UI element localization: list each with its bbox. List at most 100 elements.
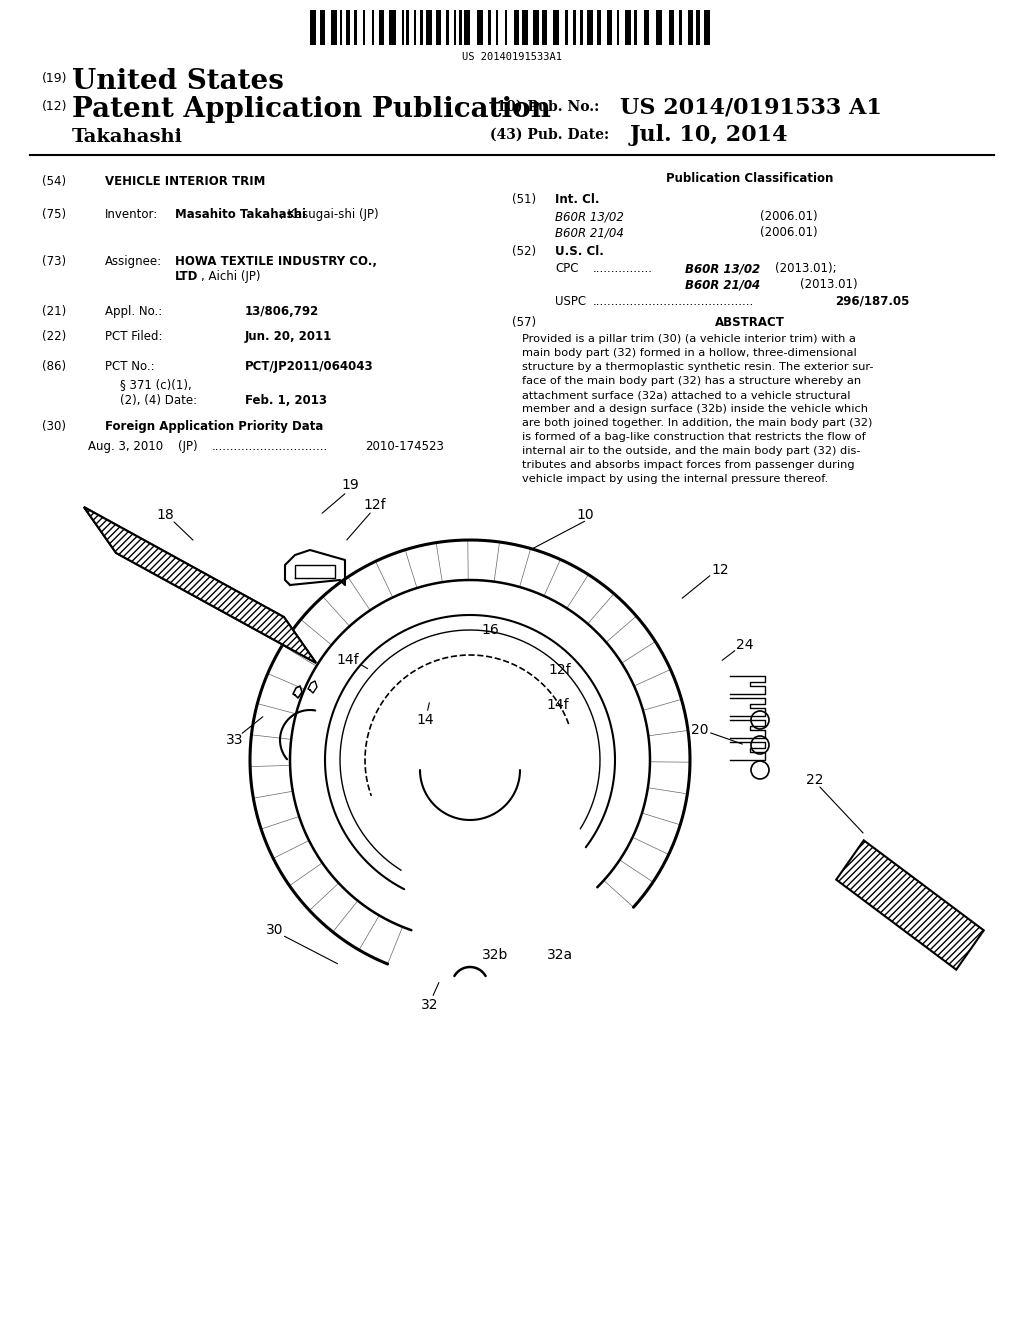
Bar <box>340 11 342 45</box>
Bar <box>310 11 316 45</box>
Text: ...............................: ............................... <box>212 440 329 453</box>
Text: Takahashi: Takahashi <box>72 128 183 147</box>
Text: ................: ................ <box>593 261 653 275</box>
Text: vehicle impact by using the internal pressure thereof.: vehicle impact by using the internal pre… <box>522 474 828 484</box>
Text: Publication Classification: Publication Classification <box>667 172 834 185</box>
Text: 33: 33 <box>226 733 244 747</box>
Bar <box>464 11 470 45</box>
Polygon shape <box>837 841 984 970</box>
Text: (52): (52) <box>512 246 537 257</box>
Text: CPC: CPC <box>555 261 579 275</box>
Text: PCT No.:: PCT No.: <box>105 360 155 374</box>
Text: 14: 14 <box>416 713 434 727</box>
Text: 32b: 32b <box>482 948 508 962</box>
Text: (30): (30) <box>42 420 66 433</box>
Text: 14f: 14f <box>337 653 359 667</box>
Text: 12: 12 <box>712 564 729 577</box>
Text: , Kasugai-shi (JP): , Kasugai-shi (JP) <box>280 209 379 220</box>
Text: Jul. 10, 2014: Jul. 10, 2014 <box>630 124 788 147</box>
Bar <box>597 11 601 45</box>
Text: 296/187.05: 296/187.05 <box>835 294 909 308</box>
Bar <box>421 11 423 45</box>
Text: (JP): (JP) <box>178 440 198 453</box>
Bar <box>407 11 409 45</box>
Bar <box>435 11 441 45</box>
Text: (2006.01): (2006.01) <box>760 226 817 239</box>
Bar <box>379 11 384 45</box>
Text: United States: United States <box>72 69 284 95</box>
Text: Assignee:: Assignee: <box>105 255 162 268</box>
Bar <box>389 11 395 45</box>
Polygon shape <box>84 507 316 663</box>
Text: 19: 19 <box>341 478 358 492</box>
Bar <box>319 11 326 45</box>
Text: face of the main body part (32) has a structure whereby an: face of the main body part (32) has a st… <box>522 376 861 385</box>
Bar <box>505 11 507 45</box>
Text: attachment surface (32a) attached to a vehicle structural: attachment surface (32a) attached to a v… <box>522 389 851 400</box>
Text: Masahito Takahashi: Masahito Takahashi <box>175 209 306 220</box>
Text: (21): (21) <box>42 305 67 318</box>
Text: 18: 18 <box>156 508 174 521</box>
Text: (2013.01): (2013.01) <box>800 279 858 290</box>
Bar <box>364 11 366 45</box>
Text: U.S. Cl.: U.S. Cl. <box>555 246 604 257</box>
Text: ABSTRACT: ABSTRACT <box>715 315 785 329</box>
Bar <box>588 11 593 45</box>
Bar <box>426 11 432 45</box>
Bar <box>497 11 499 45</box>
Polygon shape <box>84 507 316 663</box>
Text: (43) Pub. Date:: (43) Pub. Date: <box>490 128 609 143</box>
Bar <box>487 11 490 45</box>
Text: US 20140191533A1: US 20140191533A1 <box>462 51 562 62</box>
Text: Inventor:: Inventor: <box>105 209 159 220</box>
Text: PCT/JP2011/064043: PCT/JP2011/064043 <box>245 360 374 374</box>
Bar <box>644 11 649 45</box>
Bar <box>564 11 567 45</box>
Text: (10) Pub. No.:: (10) Pub. No.: <box>490 100 599 114</box>
Bar <box>695 11 700 45</box>
Text: (86): (86) <box>42 360 67 374</box>
Text: Provided is a pillar trim (30) (a vehicle interior trim) with a: Provided is a pillar trim (30) (a vehicl… <box>522 334 856 345</box>
Bar <box>679 11 682 45</box>
Text: 12f: 12f <box>549 663 571 677</box>
Text: (54): (54) <box>42 176 67 187</box>
Bar <box>454 11 457 45</box>
Text: B60R 13/02: B60R 13/02 <box>555 210 624 223</box>
Text: 14f: 14f <box>547 698 569 711</box>
Text: (75): (75) <box>42 209 67 220</box>
Text: Foreign Application Priority Data: Foreign Application Priority Data <box>105 420 324 433</box>
Bar <box>573 11 577 45</box>
Bar <box>534 11 539 45</box>
Text: Feb. 1, 2013: Feb. 1, 2013 <box>245 393 327 407</box>
Text: 24: 24 <box>736 638 754 652</box>
Text: (51): (51) <box>512 193 537 206</box>
Text: internal air to the outside, and the main body part (32) dis-: internal air to the outside, and the mai… <box>522 446 860 455</box>
Text: 22: 22 <box>806 774 823 787</box>
Bar <box>402 11 404 45</box>
Bar <box>346 11 350 45</box>
Bar <box>553 11 559 45</box>
Text: 16: 16 <box>481 623 499 638</box>
Bar <box>414 11 416 45</box>
Bar <box>616 11 618 45</box>
Bar <box>331 11 337 45</box>
Text: 12f: 12f <box>364 498 386 512</box>
Text: Aug. 3, 2010: Aug. 3, 2010 <box>88 440 163 453</box>
Text: (19): (19) <box>42 73 68 84</box>
Bar <box>688 11 693 45</box>
Text: Appl. No.:: Appl. No.: <box>105 305 162 318</box>
Bar <box>634 11 637 45</box>
Text: 20: 20 <box>691 723 709 737</box>
Text: 10: 10 <box>577 508 594 521</box>
Text: Patent Application Publication: Patent Application Publication <box>72 96 551 123</box>
Bar <box>354 11 356 45</box>
Bar <box>477 11 483 45</box>
Bar <box>607 11 612 45</box>
Text: 30: 30 <box>266 923 284 937</box>
Text: structure by a thermoplastic synthetic resin. The exterior sur-: structure by a thermoplastic synthetic r… <box>522 362 873 372</box>
Text: 13/806,792: 13/806,792 <box>245 305 319 318</box>
Text: main body part (32) formed in a hollow, three-dimensional: main body part (32) formed in a hollow, … <box>522 348 857 358</box>
Text: B60R 21/04: B60R 21/04 <box>685 279 760 290</box>
Text: § 371 (c)(1),: § 371 (c)(1), <box>120 378 191 391</box>
Text: , Aichi (JP): , Aichi (JP) <box>201 271 260 282</box>
